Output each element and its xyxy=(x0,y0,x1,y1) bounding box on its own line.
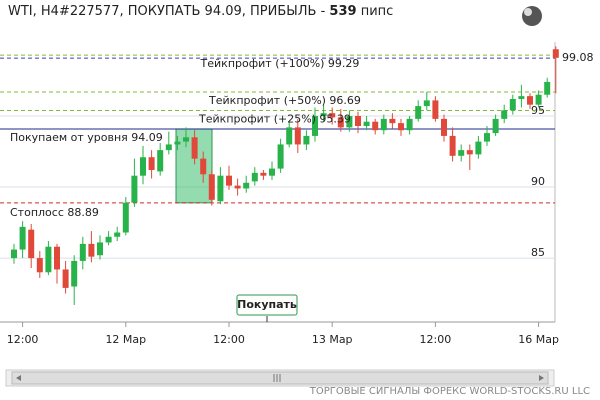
x-tick-label: 13 Мар xyxy=(312,333,353,346)
candle-body xyxy=(45,246,52,273)
candle-body xyxy=(484,133,490,142)
candle-body xyxy=(294,127,301,145)
candle-body xyxy=(114,232,121,237)
scroll-right[interactable] xyxy=(539,375,544,381)
candle-body xyxy=(200,158,207,175)
candle-body xyxy=(380,118,387,131)
candle-body xyxy=(312,116,318,136)
candle-body xyxy=(234,185,241,189)
candle-body xyxy=(79,243,86,261)
candle-body xyxy=(544,81,551,95)
candle-body xyxy=(492,118,499,134)
candle-body xyxy=(389,118,396,124)
candle-body xyxy=(174,141,181,145)
candle-body xyxy=(148,157,155,171)
x-tick-label: 12:00 xyxy=(213,333,245,346)
candle-body xyxy=(251,172,258,182)
candle-body xyxy=(208,174,215,200)
x-tick-label: 12:00 xyxy=(7,333,39,346)
candle-body xyxy=(191,137,198,159)
candle-body xyxy=(131,175,138,203)
scroll-grip xyxy=(273,374,281,382)
candle-body xyxy=(88,243,95,257)
candle-body xyxy=(363,121,370,126)
candle-body xyxy=(165,144,172,151)
candle-body xyxy=(277,144,284,169)
signal-box xyxy=(236,294,298,316)
candle-body xyxy=(97,242,103,256)
candle-body xyxy=(509,98,516,111)
candle-body xyxy=(36,258,43,273)
candle-body xyxy=(303,135,310,145)
scroll-left[interactable] xyxy=(16,375,21,381)
candle-body xyxy=(226,175,232,186)
candle-body xyxy=(122,202,129,233)
candle-body xyxy=(346,116,353,128)
level-label: Покупаем от уровня 94.09 xyxy=(10,131,163,144)
candle-body xyxy=(157,150,164,172)
candle-body xyxy=(355,116,361,126)
candle-body xyxy=(269,168,275,176)
candle-body xyxy=(372,121,379,131)
profit-unit: пипс xyxy=(360,4,394,19)
globe xyxy=(522,6,542,26)
candle-body xyxy=(260,172,267,176)
globe-icon xyxy=(522,6,542,26)
candle-body xyxy=(518,96,525,99)
candle-body xyxy=(552,49,559,58)
last-price-label: 99.08 xyxy=(562,51,594,64)
candle-body xyxy=(19,226,26,250)
candle-body xyxy=(54,246,60,270)
y-tick-label: 85 xyxy=(531,246,545,259)
candle-body xyxy=(243,182,250,189)
candle-body xyxy=(423,100,430,107)
candle-body xyxy=(432,100,439,119)
candle-body xyxy=(527,96,533,105)
candle-body xyxy=(105,236,112,243)
footer: ТОРГОВЫЕ СИГНАЛЫ ФОРЕКС WORLD-STOCKS.RU … xyxy=(309,386,590,397)
candle-body xyxy=(62,269,69,288)
candle-body xyxy=(11,249,17,259)
candle-body xyxy=(337,117,344,128)
y-tick-label: 90 xyxy=(531,175,545,188)
level-label: Тейкпрофит (+100%) 99.29 xyxy=(200,57,360,70)
candle-body xyxy=(320,113,327,117)
level-label: Стоплосс 88.89 xyxy=(10,206,99,219)
candle-body xyxy=(466,150,473,155)
candle-body xyxy=(183,137,189,142)
candle-body xyxy=(475,141,482,155)
candle-body xyxy=(535,94,542,105)
x-tick-label: 12:00 xyxy=(420,333,452,346)
candle-body xyxy=(458,150,465,156)
level-label: Тейкпрофит (+50%) 96.69 xyxy=(208,94,361,107)
candle-body xyxy=(441,118,447,136)
candle-body xyxy=(415,106,422,119)
y-tick-label: 95 xyxy=(531,104,545,117)
x-tick-label: 16 Мар xyxy=(518,333,559,346)
profit-pips: 539 xyxy=(329,4,357,19)
candle-body xyxy=(71,260,78,287)
scrollbar[interactable] xyxy=(5,369,555,387)
candle-body xyxy=(406,118,413,131)
candle-body xyxy=(140,157,146,176)
x-tick-label: 12 Мар xyxy=(105,333,146,346)
signal-label: Покупать xyxy=(237,298,297,311)
candle-body xyxy=(286,127,293,145)
candle-body xyxy=(28,229,35,259)
candle-body xyxy=(217,175,224,202)
globe-shine xyxy=(524,8,532,16)
candle-body xyxy=(398,123,404,131)
title: WTI, H4#227577, ПОКУПАТЬ 94.09, ПРИБЫЛЬ … xyxy=(8,4,393,19)
title-text: WTI, H4#227577, ПОКУПАТЬ 94.09, ПРИБЫЛЬ … xyxy=(8,4,326,19)
level-label: Тейкпрофит (+25%) 95.39 xyxy=(198,112,351,125)
candle-body xyxy=(501,110,508,119)
candle-body xyxy=(449,135,456,156)
candle-body xyxy=(329,113,336,118)
